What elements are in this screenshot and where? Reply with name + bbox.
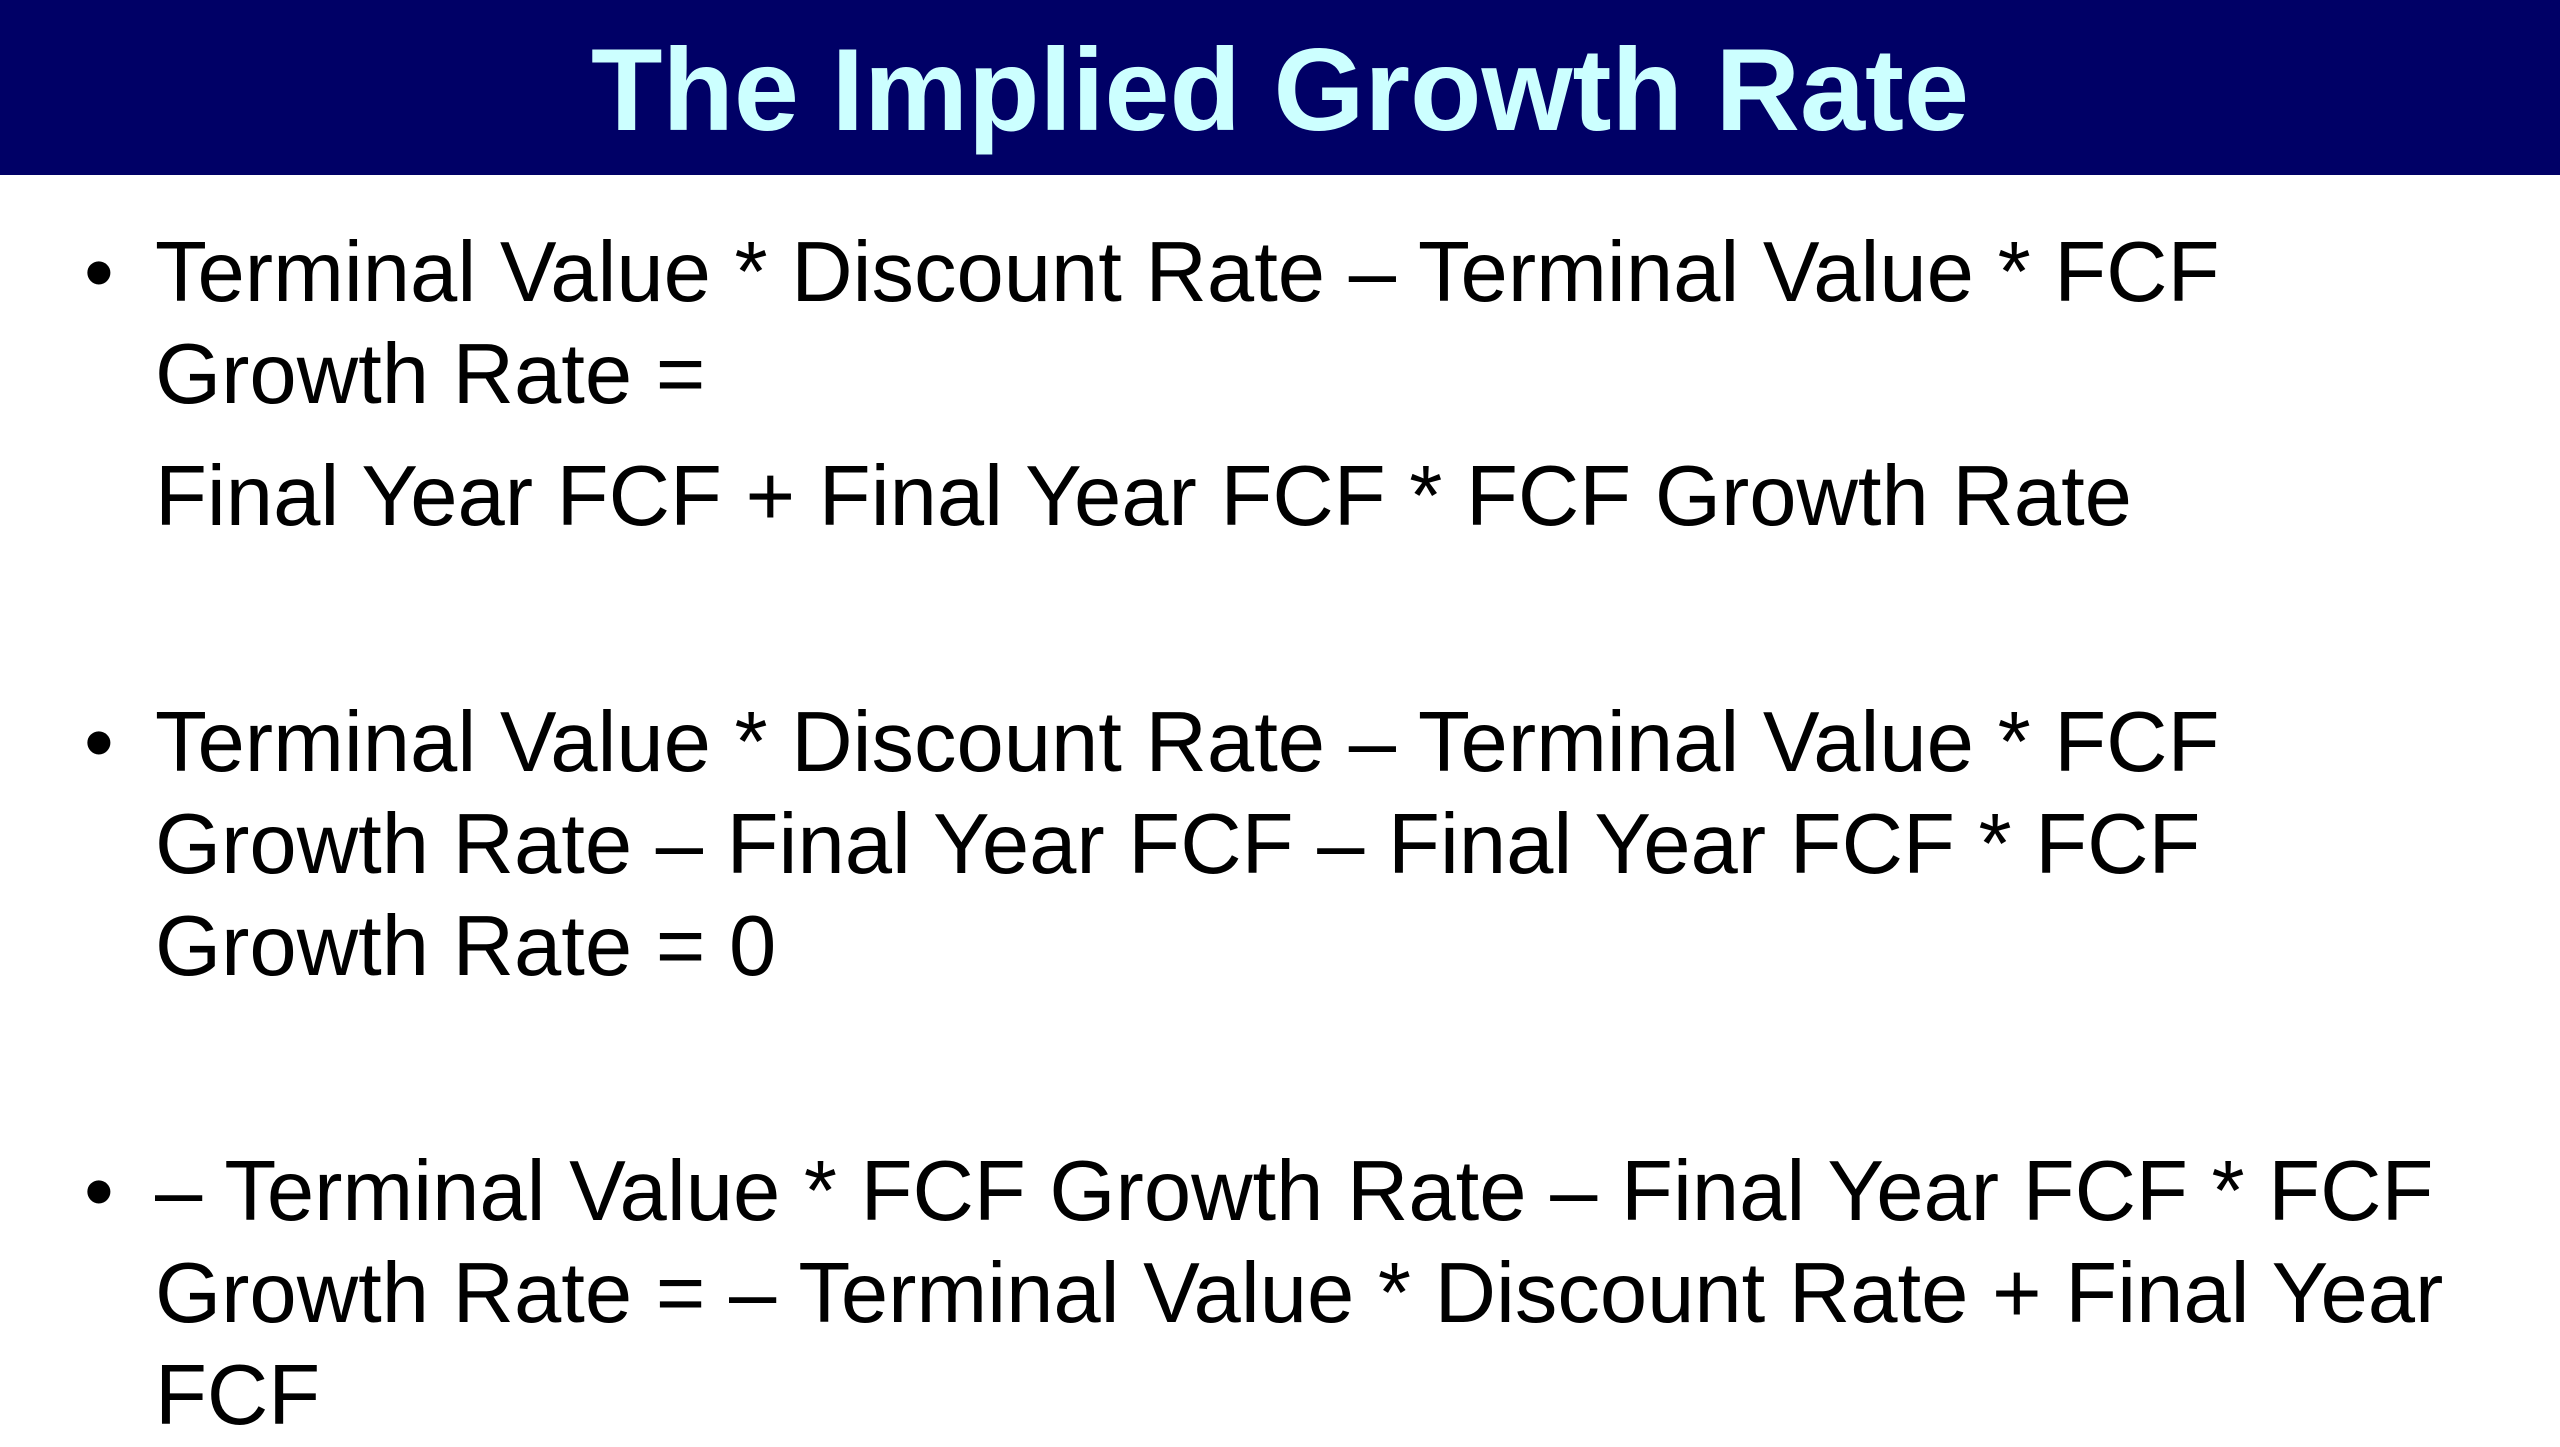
bullet-marker: • (84, 225, 114, 320)
bullet-marker: • (84, 1144, 114, 1239)
bullet-line: Growth Rate = 0 (155, 899, 777, 994)
bullet-line: FCF (155, 1348, 321, 1443)
bullet-line: Growth Rate = – Terminal Value * Discoun… (155, 1246, 2444, 1341)
bullet-line: Growth Rate = (155, 327, 706, 422)
slide-title: The Implied Growth Rate (590, 24, 1970, 155)
continuation-line: Final Year FCF + Final Year FCF * FCF Gr… (155, 449, 2132, 544)
bullet-line: Terminal Value * Discount Rate – Termina… (155, 225, 2220, 320)
header-band (0, 0, 2560, 175)
bullet-marker: • (84, 695, 114, 790)
bullet-line: – Terminal Value * FCF Growth Rate – Fin… (155, 1144, 2434, 1239)
bullet-line: Terminal Value * Discount Rate – Termina… (155, 695, 2220, 790)
bullet-line: Growth Rate – Final Year FCF – Final Yea… (155, 797, 2201, 892)
